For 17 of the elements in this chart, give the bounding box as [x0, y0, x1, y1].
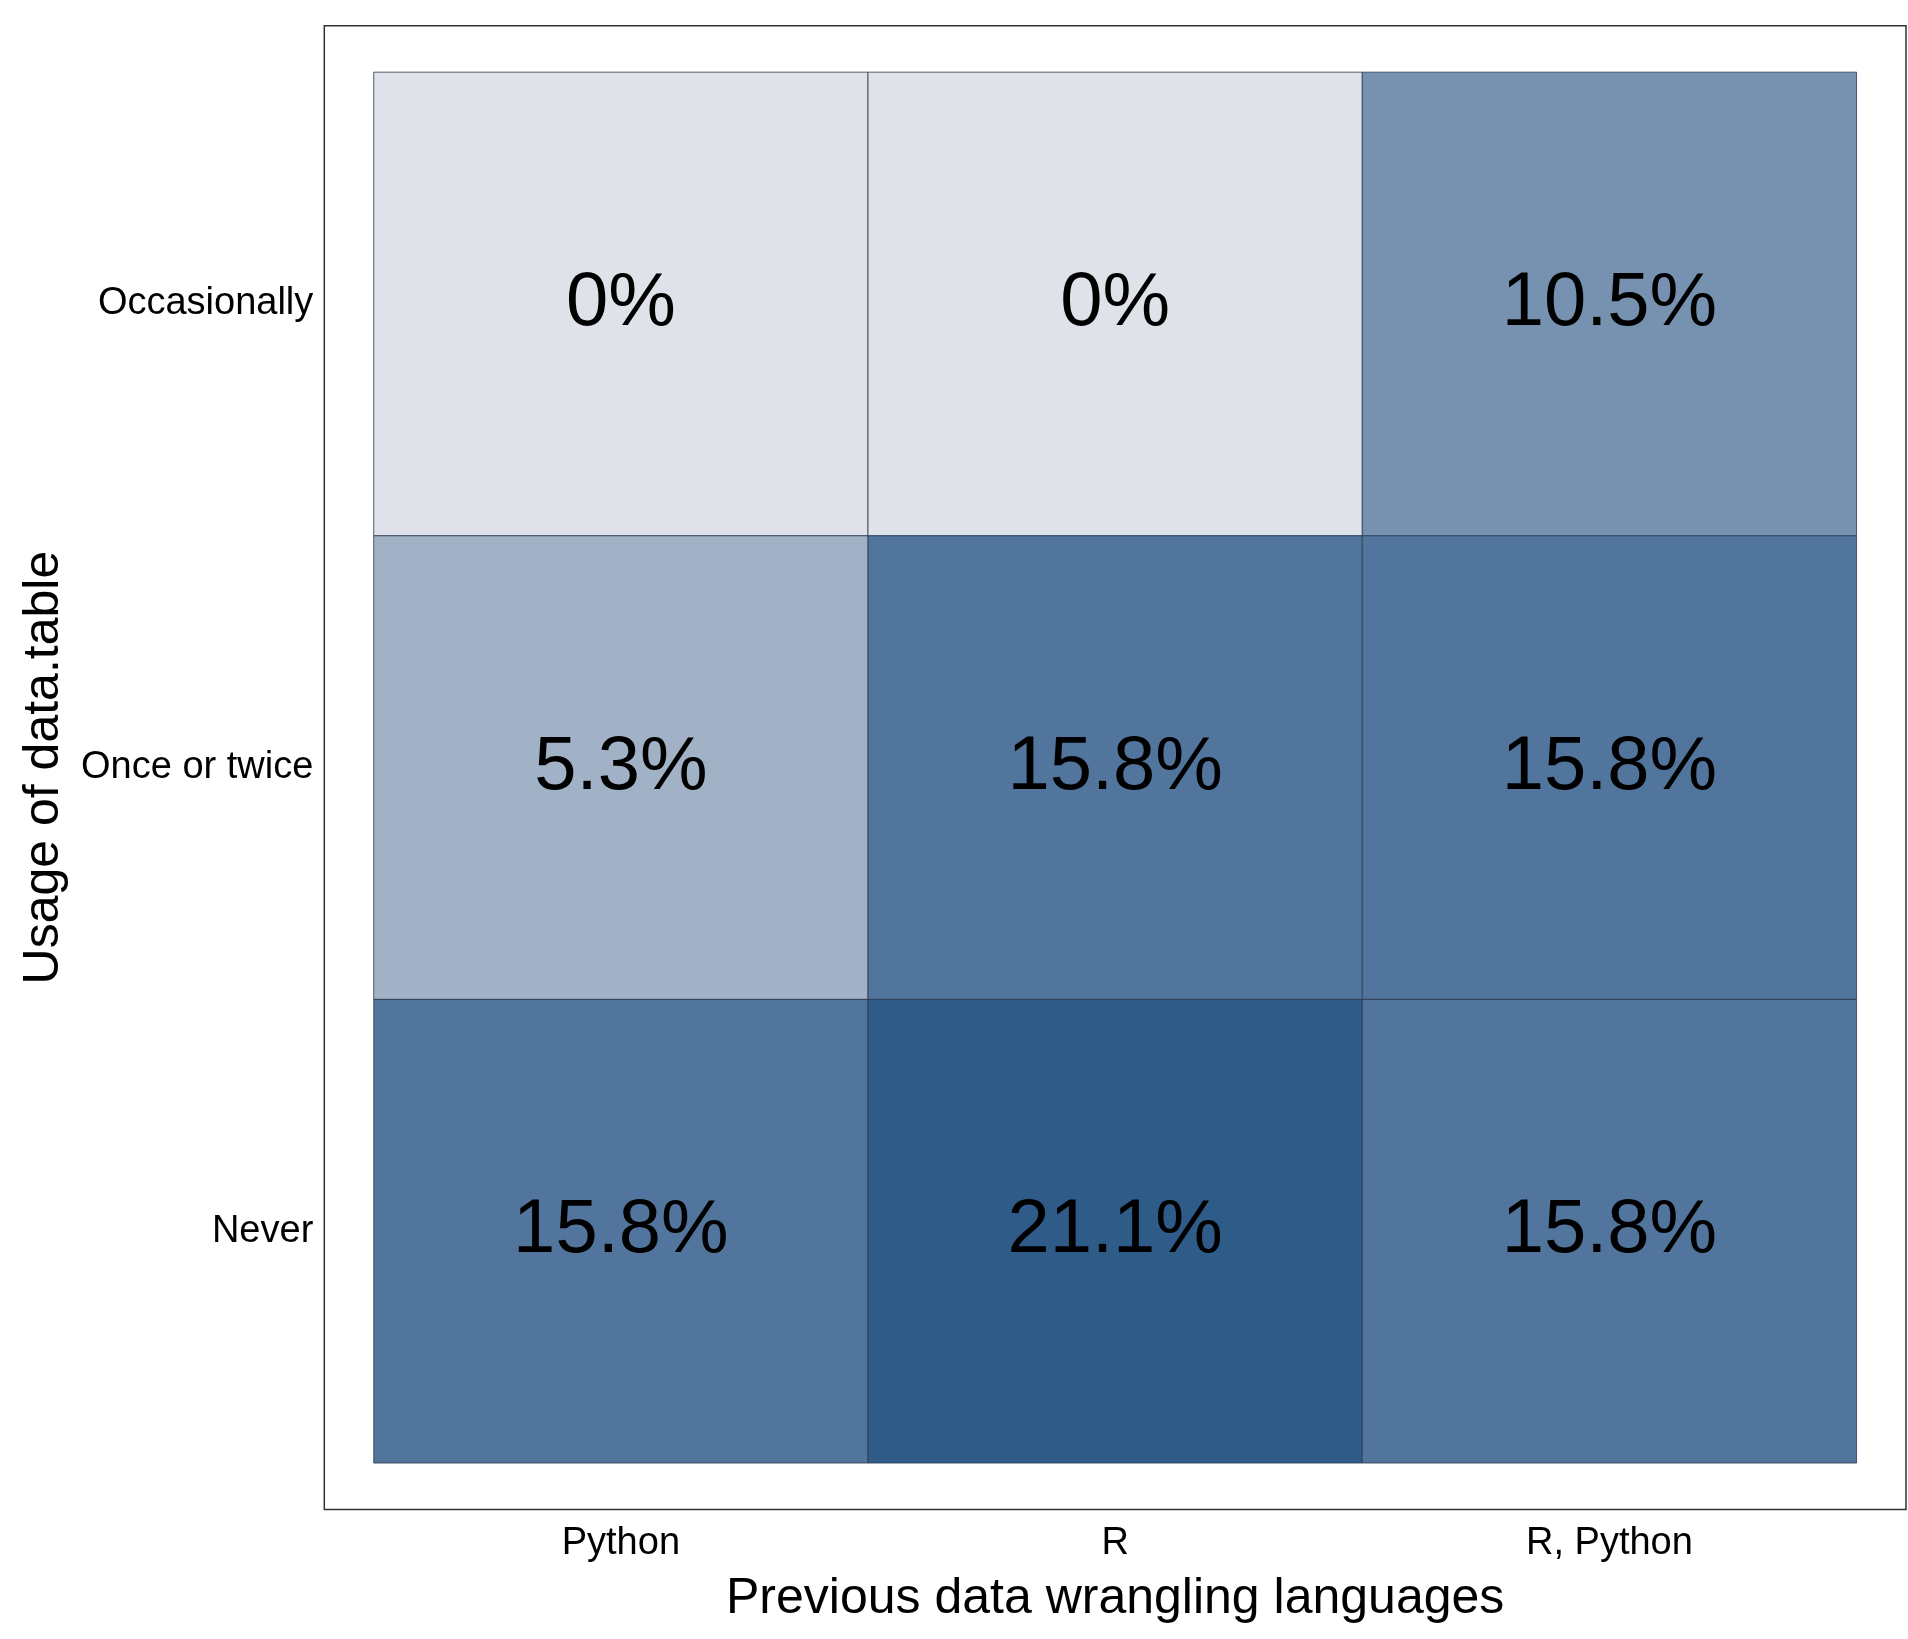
data-label: 15.8%	[1501, 719, 1718, 805]
x-axis-title: Previous data wrangling languages	[726, 1567, 1505, 1624]
x-tick-label: R	[1101, 1519, 1129, 1562]
data-label: 10.5%	[1501, 255, 1718, 341]
data-label: 5.3%	[534, 719, 708, 805]
x-tick-label: Python	[561, 1519, 681, 1562]
data-label: 15.8%	[1007, 719, 1223, 805]
x-tick-label: R, Python	[1525, 1519, 1693, 1562]
data-label: 0%	[565, 255, 676, 341]
y-tick-label: Never	[211, 1207, 314, 1250]
y-tick-label: Occasionally	[97, 280, 314, 323]
data-label: 15.8%	[513, 1183, 729, 1269]
y-tick-label: Once or twice	[80, 744, 314, 787]
y-axis-title: Usage of data.table	[12, 550, 69, 985]
data-label: 0%	[1060, 255, 1171, 341]
data-label: 21.1%	[1007, 1183, 1223, 1269]
data-label: 15.8%	[1501, 1183, 1718, 1269]
